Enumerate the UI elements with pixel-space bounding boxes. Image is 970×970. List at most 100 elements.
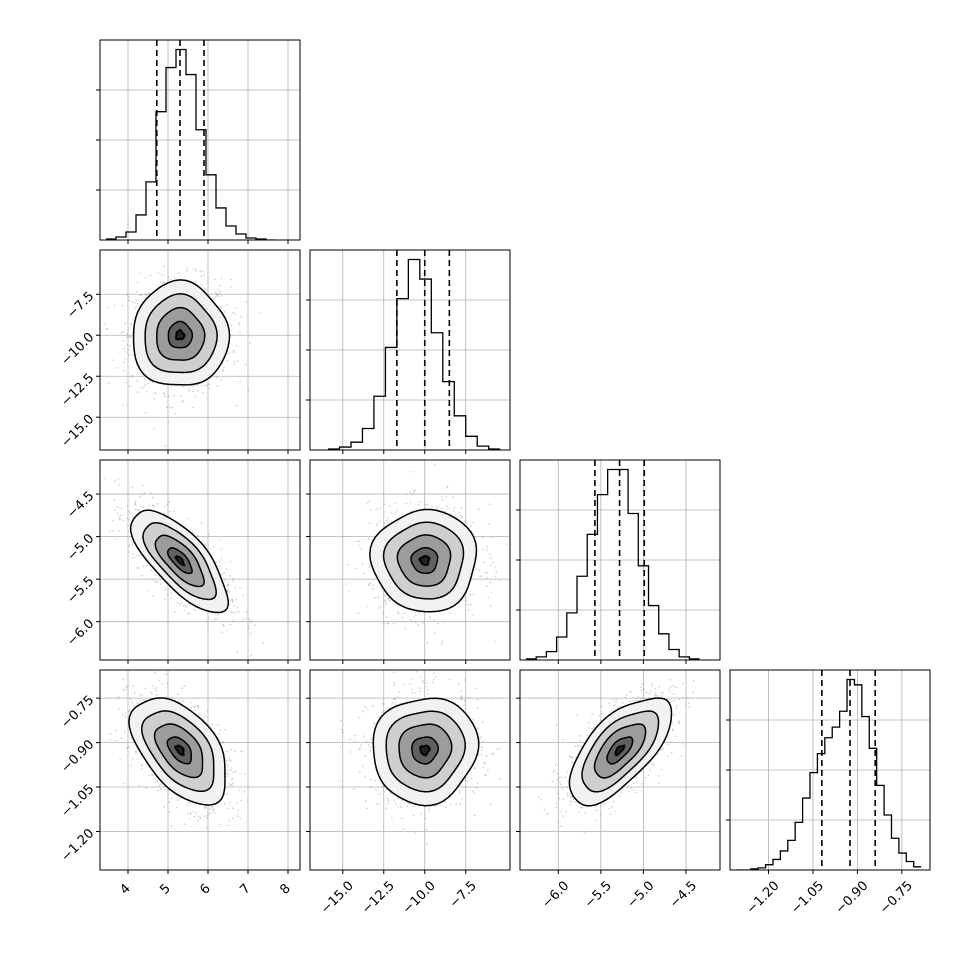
scatter-point	[227, 583, 230, 586]
scatter-point	[192, 705, 195, 708]
scatter-point	[453, 507, 456, 509]
scatter-point	[177, 693, 179, 696]
scatter-point	[436, 505, 438, 508]
scatter-point	[121, 304, 124, 307]
scatter-point	[140, 294, 143, 296]
scatter-point	[129, 708, 132, 711]
scatter-point	[251, 619, 253, 622]
scatter-point	[213, 618, 216, 621]
scatter-point	[140, 768, 143, 771]
scatter-point	[108, 530, 111, 533]
scatter-point	[217, 293, 219, 295]
scatter-point	[197, 384, 199, 386]
scatter-point	[105, 327, 108, 330]
scatter-point	[218, 732, 220, 735]
scatter-point	[107, 306, 110, 309]
scatter-point	[118, 484, 120, 486]
scatter-point	[431, 506, 433, 508]
scatter-point	[207, 616, 210, 619]
scatter-point	[233, 604, 235, 607]
scatter-point	[132, 757, 134, 760]
scatter-point	[125, 686, 128, 689]
scatter-point	[219, 539, 221, 542]
scatter-point	[229, 623, 232, 626]
scatter-point	[170, 597, 172, 600]
scatter-point	[167, 793, 170, 795]
scatter-point	[190, 707, 193, 710]
scatter-point	[196, 705, 199, 708]
scatter-point	[133, 705, 136, 707]
scatter-point	[141, 693, 144, 696]
histogram-frame	[729, 669, 931, 871]
scatter-point	[482, 548, 484, 551]
scatter-point	[195, 269, 198, 272]
scatter-point	[124, 322, 127, 325]
scatter-point	[122, 519, 125, 522]
scatter-point	[486, 585, 488, 588]
contour-line	[410, 546, 439, 575]
scatter-point	[207, 813, 210, 815]
scatter-point	[181, 523, 184, 526]
scatter-point	[488, 503, 491, 505]
scatter-point	[152, 685, 155, 687]
scatter-point	[442, 499, 444, 502]
scatter-panel-0-1	[96, 249, 301, 454]
scatter-point	[166, 682, 169, 684]
scatter-point	[152, 505, 155, 508]
density-fill	[174, 555, 186, 567]
scatter-point	[446, 486, 449, 489]
scatter-point	[241, 750, 244, 752]
scatter-point	[411, 493, 414, 496]
scatter-point	[387, 799, 390, 802]
scatter-point	[232, 771, 235, 774]
scatter-point	[161, 683, 164, 685]
scatter-point	[126, 344, 129, 346]
scatter-point	[171, 696, 174, 699]
histogram-panel-1	[306, 249, 511, 454]
scatter-point	[116, 367, 119, 369]
scatter-point	[382, 611, 384, 614]
scatter-point	[418, 675, 421, 678]
scatter-point	[192, 531, 194, 534]
scatter-point	[346, 564, 349, 566]
scatter-point	[452, 510, 455, 512]
scatter-point	[374, 597, 377, 599]
scatter-point	[128, 299, 131, 302]
scatter-point	[481, 537, 484, 539]
scatter-point	[163, 505, 166, 507]
scatter-point	[413, 616, 415, 619]
scatter-point	[219, 823, 221, 826]
scatter-point	[133, 301, 136, 304]
scatter-point	[239, 773, 242, 776]
scatter-panel-body	[310, 460, 510, 660]
scatter-point	[446, 485, 449, 487]
scatter-point	[345, 583, 347, 585]
scatter-point	[126, 294, 129, 296]
scatter-point	[232, 580, 235, 583]
scatter-point	[114, 538, 117, 541]
scatter-point	[237, 809, 239, 812]
scatter-point	[479, 575, 481, 578]
scatter-point	[416, 670, 418, 673]
scatter-point	[208, 383, 210, 386]
scatter-point	[207, 627, 209, 630]
scatter-point	[147, 382, 150, 385]
scatter-point	[208, 808, 211, 810]
scatter-frame	[309, 459, 511, 661]
scatter-point	[372, 588, 374, 590]
scatter-point	[249, 632, 252, 635]
scatter-point	[167, 501, 170, 504]
scatter-point	[226, 629, 229, 632]
scatter-point	[126, 336, 128, 339]
scatter-point	[460, 507, 463, 510]
scatter-point	[171, 406, 174, 409]
scatter-point	[363, 572, 366, 575]
scatter-point	[220, 557, 223, 560]
scatter-point	[447, 508, 449, 510]
scatter-point	[230, 759, 233, 762]
scatter-point	[236, 815, 239, 818]
scatter-point	[425, 843, 428, 846]
scatter-point	[137, 554, 140, 557]
scatter-point	[231, 601, 234, 604]
scatter-point	[222, 741, 224, 743]
